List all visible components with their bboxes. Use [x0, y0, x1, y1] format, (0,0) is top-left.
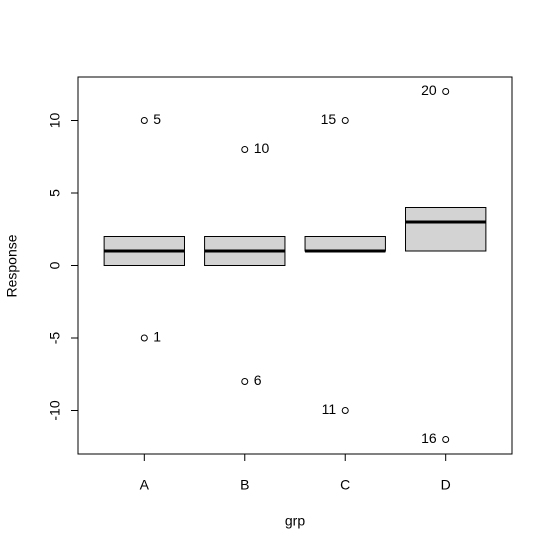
outlier	[341, 117, 349, 124]
outlier-label: 10	[254, 140, 270, 156]
outlier-label: 6	[254, 372, 262, 388]
y-tick-label: -5	[47, 332, 63, 345]
y-tick-label: 5	[47, 189, 63, 197]
y-tick-label: 10	[47, 113, 63, 129]
outlier-label: 5	[153, 111, 161, 127]
outlier-label: 11	[322, 401, 337, 417]
outlier-label: 1	[153, 329, 161, 345]
outlier	[442, 88, 450, 95]
y-tick-label: -10	[47, 400, 63, 420]
outlier	[241, 146, 249, 153]
outlier	[341, 407, 349, 414]
x-tick-label: C	[340, 477, 350, 493]
box	[304, 236, 386, 252]
outlier	[140, 117, 148, 124]
x-tick-label: B	[240, 477, 249, 493]
outlier-label: 20	[421, 82, 437, 98]
x-tick-label: A	[140, 477, 150, 493]
y-tick-label: 0	[47, 261, 63, 269]
x-tick-label: D	[441, 477, 451, 493]
outlier	[442, 436, 450, 443]
x-axis-label: grp	[285, 513, 305, 529]
outlier-label: 16	[421, 430, 437, 446]
y-axis-label: Response	[4, 234, 20, 297]
outlier-label: 15	[321, 111, 337, 127]
outlier	[241, 378, 249, 385]
outlier	[140, 334, 148, 342]
box	[405, 207, 487, 252]
